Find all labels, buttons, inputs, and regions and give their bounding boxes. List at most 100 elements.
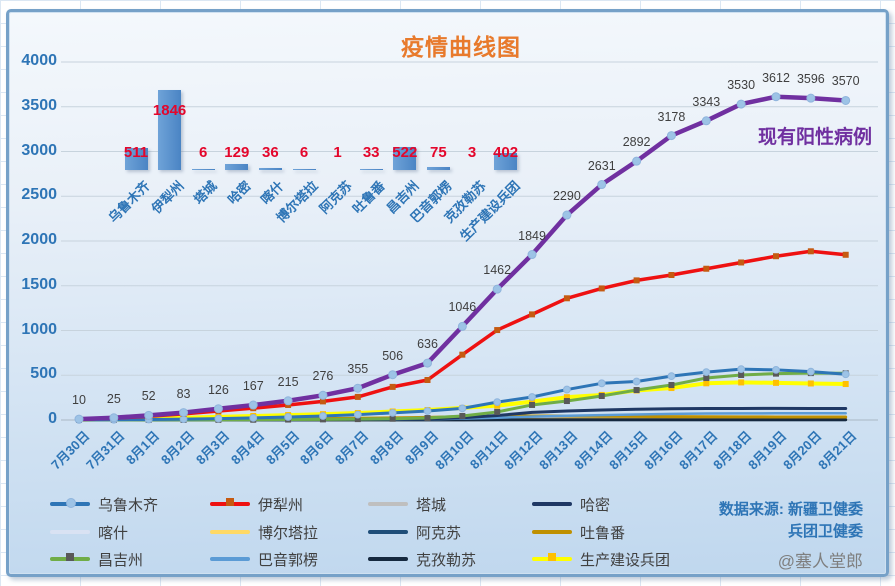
marker-现有阳性病例: [353, 383, 363, 393]
legend-label-塔城: 塔城: [416, 497, 447, 514]
marker-伊犁州: [389, 383, 396, 390]
legend-item-塔城: 塔城: [368, 494, 518, 514]
marker-昌吉州: [459, 412, 466, 419]
bar-吐鲁番: [359, 168, 383, 170]
bar-value-阿克苏: 1: [333, 144, 342, 161]
line-plot-canvas: [61, 61, 878, 424]
data-label-7月30日: 10: [72, 393, 86, 408]
bar-value-乌鲁木齐: 511: [123, 144, 149, 161]
line-伊犁州: [77, 249, 848, 422]
legend-swatch-克孜勒苏: [368, 557, 408, 561]
data-label-8月17日: 3343: [692, 94, 721, 109]
legend-label-伊犁州: 伊犁州: [258, 497, 304, 514]
marker-伊犁州: [319, 398, 326, 405]
marker-伊犁州: [494, 327, 501, 334]
marker-乌鲁木齐: [249, 413, 258, 422]
data-label-8月11日: 1462: [483, 263, 512, 278]
marker-乌鲁木齐: [667, 372, 676, 381]
bar-哈密: [225, 164, 249, 170]
data-source-line-1: 数据来源: 新疆卫健委: [718, 501, 863, 518]
marker-现有阳性病例: [701, 116, 711, 126]
legend-item-昌吉州: 昌吉州: [50, 549, 200, 569]
marker-乌鲁木齐: [493, 398, 502, 407]
legend-marker-伊犁州: [226, 498, 234, 506]
marker-现有阳性病例: [562, 210, 572, 220]
legend-item-生产建设兵团: 生产建设兵团: [532, 549, 682, 569]
marker-乌鲁木齐: [214, 414, 223, 423]
marker-乌鲁木齐: [563, 385, 571, 394]
data-label-8月12日: 1849: [518, 228, 546, 243]
marker-伊犁州: [703, 265, 710, 272]
legend-marker-昌吉州: [66, 553, 74, 561]
bar-博尔塔拉: [292, 169, 316, 170]
marker-伊犁州: [773, 253, 779, 260]
marker-现有阳性病例: [213, 404, 223, 414]
legend-label-克孜勒苏: 克孜勒苏: [416, 552, 477, 569]
legend-swatch-哈密: [532, 502, 572, 506]
data-label-8月13日: 2290: [552, 189, 581, 204]
marker-生产建设兵团: [807, 380, 814, 387]
marker-乌鲁木齐: [806, 367, 815, 376]
marker-生产建设兵团: [738, 379, 745, 386]
marker-现有阳性病例: [74, 414, 84, 424]
legend-item-巴音郭楞: 巴音郭楞: [210, 549, 360, 569]
data-label-8月21日: 3570: [831, 74, 860, 89]
bar-value-克孜勒苏: 3: [467, 144, 477, 161]
marker-生产建设兵团: [842, 381, 849, 388]
marker-现有阳性病例: [527, 250, 537, 260]
marker-伊犁州: [807, 248, 814, 255]
marker-现有阳性病例: [597, 180, 607, 190]
marker-伊犁州: [459, 351, 466, 358]
marker-伊犁州: [529, 311, 536, 318]
legend-label-乌鲁木齐: 乌鲁木齐: [98, 497, 159, 514]
marker-伊犁州: [424, 376, 431, 383]
y-tick-500: 500: [30, 365, 57, 383]
marker-乌鲁木齐: [528, 393, 536, 401]
data-label-8月16日: 3178: [657, 109, 686, 124]
marker-现有阳性病例: [632, 156, 642, 166]
data-label-8月20日: 3596: [796, 72, 825, 87]
data-label-8月1日: 52: [141, 389, 156, 404]
marker-伊犁州: [668, 272, 675, 279]
legend-item-克孜勒苏: 克孜勒苏: [368, 549, 518, 569]
bar-value-吐鲁番: 33: [362, 144, 380, 161]
y-tick-2000: 2000: [21, 231, 57, 248]
legend-swatch-吐鲁番: [532, 530, 572, 534]
legend-label-巴音郭楞: 巴音郭楞: [258, 552, 319, 569]
author-watermark: @塞人堂郎: [777, 552, 863, 571]
data-label-8月4日: 167: [242, 379, 264, 394]
marker-乌鲁木齐: [388, 408, 397, 417]
y-tick-1500: 1500: [21, 275, 57, 293]
marker-现有阳性病例: [283, 396, 293, 406]
marker-乌鲁木齐: [597, 379, 606, 388]
marker-现有阳性病例: [388, 370, 398, 380]
legend-label-生产建设兵团: 生产建设兵团: [580, 552, 671, 569]
legend-label-吐鲁番: 吐鲁番: [580, 525, 626, 542]
legend-item-喀什: 喀什: [50, 522, 200, 542]
marker-乌鲁木齐: [737, 365, 746, 374]
legend-item-伊犁州: 伊犁州: [210, 494, 360, 514]
bar-value-哈密: 129: [224, 144, 250, 161]
marker-伊犁州: [563, 295, 570, 302]
y-tick-1000: 1000: [21, 320, 57, 338]
marker-昌吉州: [354, 416, 361, 423]
epidemic-curve-chart: 疫情曲线图 现有阳性病例 0 500 1000 1500 2000 2500 3000 350…: [6, 9, 889, 577]
data-label-8月8日: 506: [382, 348, 404, 363]
marker-昌吉州: [633, 387, 640, 394]
marker-现有阳性病例: [736, 99, 746, 109]
legend-marker-乌鲁木齐: [66, 498, 76, 508]
marker-伊犁州: [598, 285, 605, 292]
marker-现有阳性病例: [144, 410, 154, 420]
bar-塔城: [191, 169, 215, 170]
marker-现有阳性病例: [423, 358, 432, 368]
marker-伊犁州: [354, 393, 361, 400]
data-label-8月2日: 83: [176, 386, 191, 401]
marker-现有阳性病例: [179, 408, 189, 418]
bar-value-伊犁州: 1846: [152, 102, 187, 119]
legend-label-哈密: 哈密: [580, 497, 611, 514]
bar-伊犁州: [158, 90, 182, 170]
legend-swatch-阿克苏: [368, 530, 408, 534]
y-tick-4000: 4000: [21, 52, 57, 69]
marker-乌鲁木齐: [423, 407, 432, 415]
